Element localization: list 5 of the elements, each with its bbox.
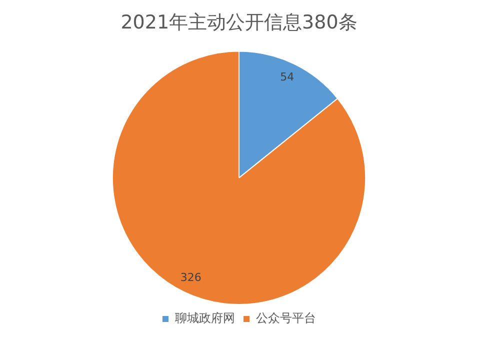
data-label: 54	[280, 70, 294, 84]
chart-title: 2021年主动公开信息380条	[120, 11, 358, 34]
data-label: 326	[180, 271, 202, 284]
legend-label: 聊城政府网	[175, 311, 235, 326]
legend-label: 公众号平台	[256, 311, 316, 326]
